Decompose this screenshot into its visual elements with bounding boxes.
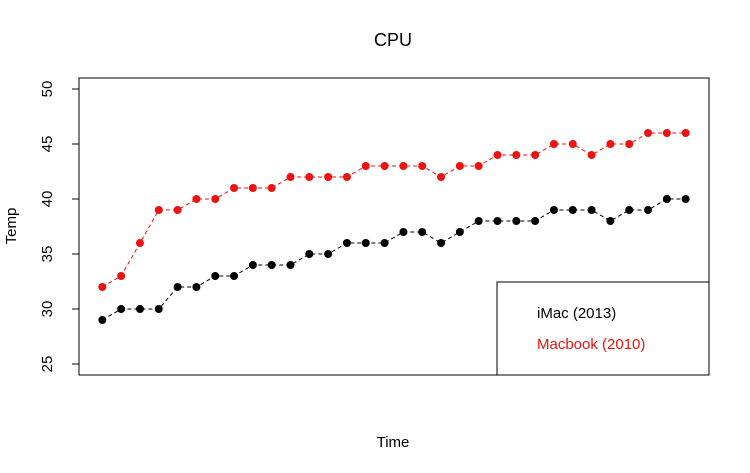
data-point <box>455 228 464 236</box>
data-point <box>644 206 653 214</box>
data-point <box>324 250 333 258</box>
data-point <box>531 151 540 159</box>
data-point <box>493 151 502 159</box>
data-point <box>154 206 163 214</box>
data-point <box>342 239 351 247</box>
data-point <box>662 195 671 203</box>
data-point <box>135 305 144 313</box>
data-point <box>512 217 521 225</box>
data-point <box>493 217 502 225</box>
data-point <box>681 129 690 137</box>
data-point <box>418 228 427 236</box>
y-axis-label: Temp <box>3 208 20 245</box>
data-point <box>286 261 295 269</box>
y-tick-label: 25 <box>39 356 56 373</box>
data-point <box>230 272 239 280</box>
data-point <box>568 140 577 148</box>
data-point <box>248 261 257 269</box>
data-point <box>211 272 220 280</box>
data-point <box>192 195 201 203</box>
data-point <box>173 206 182 214</box>
plot-frame <box>78 77 710 376</box>
data-point <box>117 272 126 280</box>
data-point <box>399 228 408 236</box>
data-point <box>211 195 220 203</box>
y-tick-label: 30 <box>39 301 56 318</box>
chart-title: CPU <box>374 30 412 50</box>
y-tick-label: 40 <box>39 191 56 208</box>
data-point <box>437 173 446 181</box>
data-point <box>267 184 276 192</box>
data-point <box>230 184 239 192</box>
data-point <box>474 162 483 170</box>
legend-box <box>496 281 710 376</box>
data-point <box>531 217 540 225</box>
data-point <box>587 151 596 159</box>
data-point <box>286 173 295 181</box>
data-point <box>437 239 446 247</box>
legend-label: Macbook (2010) <box>537 336 645 353</box>
data-point <box>568 206 577 214</box>
data-point <box>606 217 615 225</box>
y-tick-label: 35 <box>39 246 56 263</box>
data-point <box>361 162 370 170</box>
data-point <box>305 173 314 181</box>
data-point <box>549 206 558 214</box>
data-point <box>662 129 671 137</box>
legend-label: iMac (2013) <box>537 305 616 322</box>
y-tick-label: 45 <box>39 136 56 153</box>
data-point <box>549 140 558 148</box>
data-point <box>135 239 144 247</box>
data-point <box>606 140 615 148</box>
data-point <box>380 239 389 247</box>
data-point <box>455 162 464 170</box>
data-point <box>324 173 333 181</box>
data-point <box>625 206 634 214</box>
data-point <box>305 250 314 258</box>
x-axis-label: Time <box>377 434 410 451</box>
data-point <box>399 162 408 170</box>
data-point <box>342 173 351 181</box>
data-point <box>98 316 107 324</box>
data-point <box>248 184 257 192</box>
data-point <box>380 162 389 170</box>
data-point <box>192 283 201 291</box>
data-point <box>587 206 596 214</box>
data-point <box>173 283 182 291</box>
data-point <box>512 151 521 159</box>
data-point <box>98 283 107 291</box>
y-tick-label: 50 <box>39 81 56 98</box>
data-point <box>154 305 163 313</box>
data-point <box>117 305 126 313</box>
data-point <box>681 195 690 203</box>
data-point <box>474 217 483 225</box>
data-point <box>267 261 276 269</box>
data-point <box>625 140 634 148</box>
data-point <box>418 162 427 170</box>
data-point <box>644 129 653 137</box>
data-point <box>361 239 370 247</box>
